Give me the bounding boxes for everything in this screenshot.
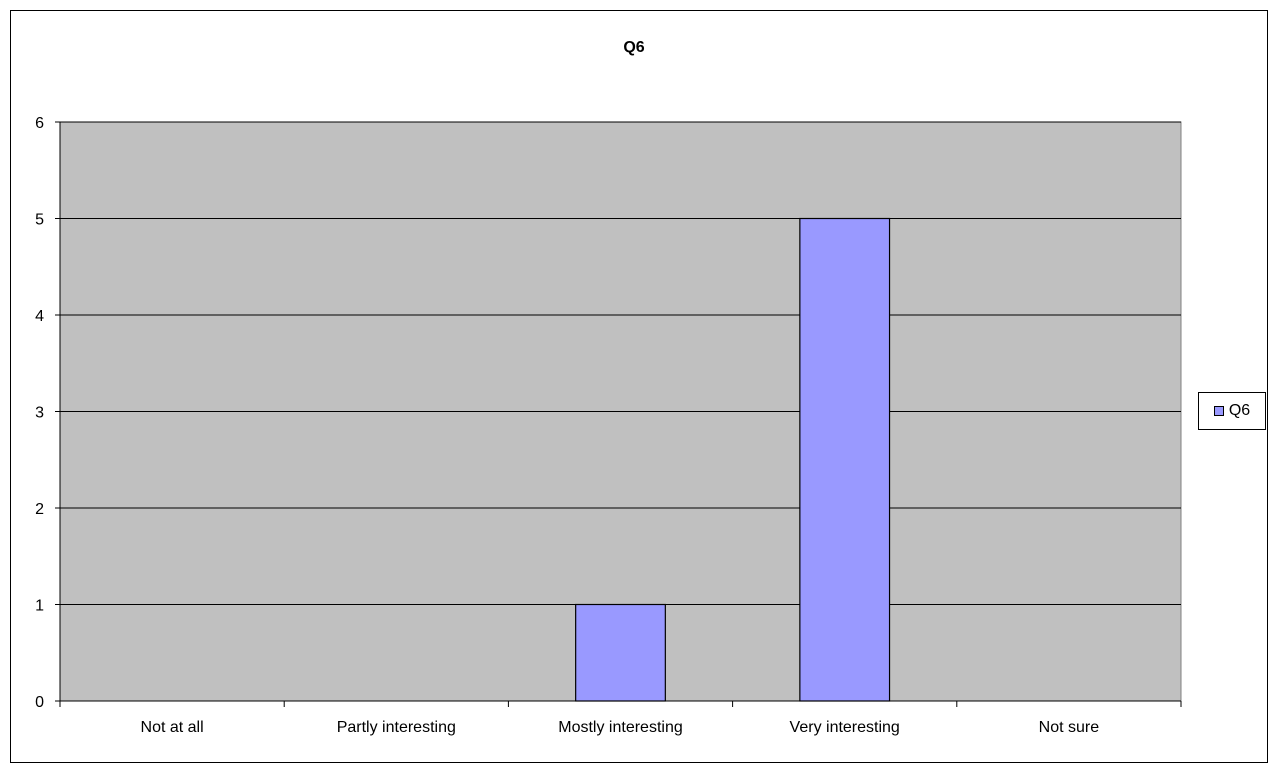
y-tick-label: 0	[35, 694, 44, 711]
gridlines	[60, 121, 1181, 605]
legend-swatch	[1213, 406, 1224, 416]
bar	[799, 217, 891, 702]
legend-label: Q6	[1228, 402, 1251, 419]
chart-title: Q6	[623, 39, 644, 56]
axes	[55, 121, 1182, 707]
legend: Q6	[1198, 392, 1266, 430]
y-tick-label: 1	[35, 598, 44, 615]
y-tick-label: 5	[35, 212, 44, 229]
x-tick-label: Partly interesting	[337, 719, 456, 736]
bars	[575, 217, 891, 702]
y-tick-label: 6	[35, 115, 44, 132]
x-tick-label: Mostly interesting	[558, 719, 683, 736]
y-tick-label: 4	[35, 308, 44, 325]
x-tick-label: Very interesting	[790, 719, 900, 736]
x-tick-label: Not at all	[141, 719, 204, 736]
y-tick-label: 2	[35, 501, 44, 518]
y-tick-labels: 0 1 2 3 4 5 6	[35, 115, 44, 711]
x-tick-labels: Not at all Partly interesting Mostly inter…	[141, 719, 1100, 736]
bar	[575, 603, 666, 702]
y-tick-label: 3	[35, 405, 44, 422]
x-tick-label: Not sure	[1039, 719, 1100, 736]
